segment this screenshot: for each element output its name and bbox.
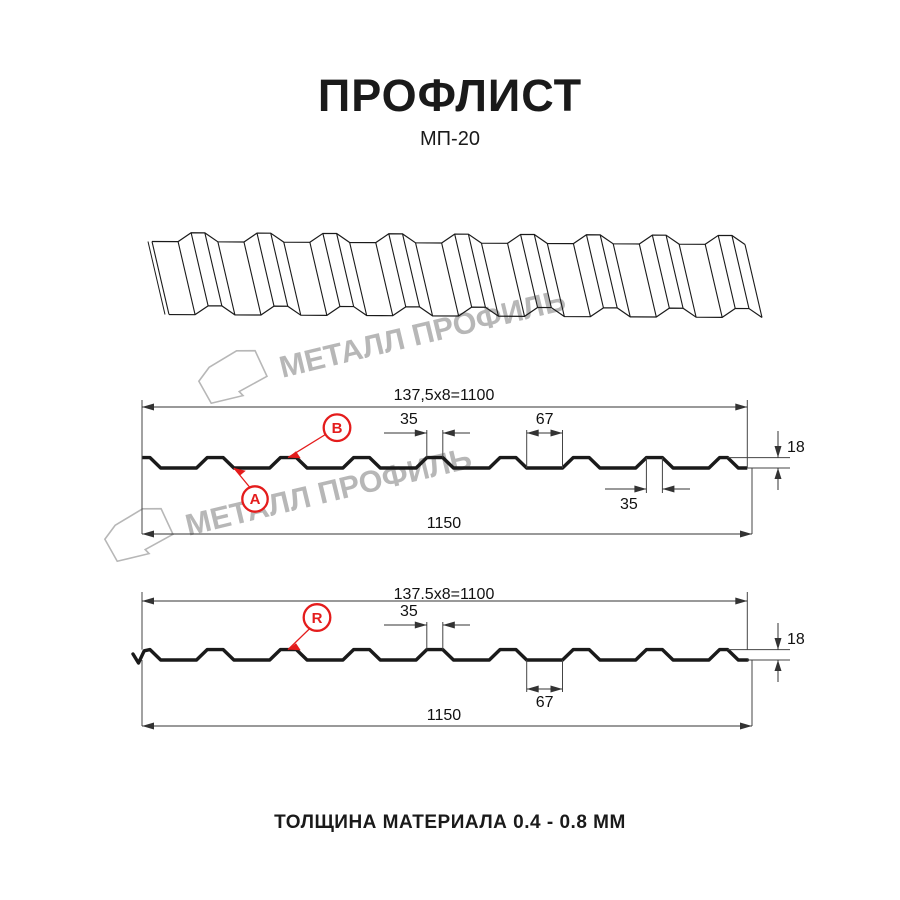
svg-text:67: 67 [536, 694, 554, 711]
svg-text:35: 35 [400, 411, 418, 428]
svg-text:137.5x8=1100: 137.5x8=1100 [394, 586, 495, 603]
svg-text:A: A [250, 491, 261, 508]
svg-text:1150: 1150 [427, 515, 462, 532]
svg-text:67: 67 [536, 411, 554, 428]
svg-text:18: 18 [787, 439, 805, 456]
svg-text:137,5x8=1100: 137,5x8=1100 [394, 387, 495, 404]
svg-text:R: R [312, 610, 323, 627]
svg-text:35: 35 [400, 603, 418, 620]
svg-text:1150: 1150 [427, 707, 462, 724]
svg-text:B: B [332, 420, 343, 437]
svg-text:18: 18 [787, 631, 805, 648]
svg-text:35: 35 [620, 496, 638, 513]
